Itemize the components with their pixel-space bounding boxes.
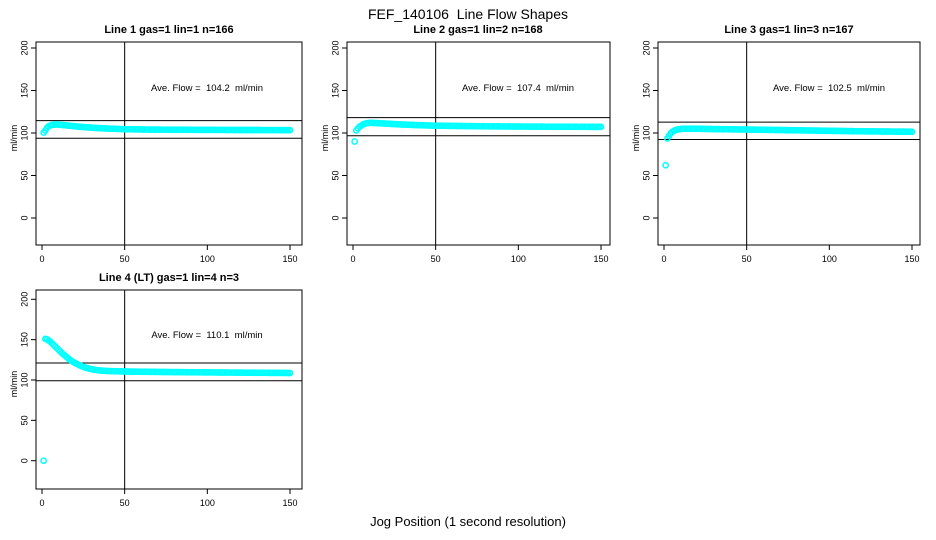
svg-text:0: 0: [19, 458, 29, 463]
svg-text:100: 100: [511, 254, 526, 264]
panel-line-2: 0 50 100 150 200 0 50 100 150 Line 2 gas=1 lin=2…: [312, 20, 624, 270]
svg-text:200: 200: [19, 292, 29, 307]
svg-text:150: 150: [282, 254, 297, 264]
svg-text:50: 50: [19, 170, 29, 180]
svg-text:50: 50: [19, 415, 29, 425]
panel-2-y-axis-label: ml/min: [320, 124, 330, 152]
panel-1-title: Line 1 gas=1 lin=1 n=166: [104, 24, 234, 36]
panel-4-y-axis-label: ml/min: [9, 370, 19, 398]
svg-text:0: 0: [39, 254, 44, 264]
svg-text:0: 0: [39, 498, 44, 508]
svg-text:0: 0: [19, 215, 29, 220]
svg-text:100: 100: [641, 125, 651, 140]
svg-text:100: 100: [200, 498, 215, 508]
svg-text:150: 150: [593, 254, 608, 264]
panel-line-4: 0 50 100 150 200 0 50 100 150 Line 4 (LT) gas=1 …: [0, 268, 312, 518]
svg-text:150: 150: [641, 83, 651, 98]
svg-text:50: 50: [641, 170, 651, 180]
svg-text:200: 200: [641, 40, 651, 55]
figure-x-axis-label: Jog Position (1 second resolution): [370, 514, 566, 529]
svg-text:50: 50: [120, 254, 130, 264]
panel-line-3: 0 50 100 150 200 0 50 100 150 Line 3 gas=1 lin=3…: [624, 20, 936, 270]
svg-text:200: 200: [330, 40, 340, 55]
panel-3-title: Line 3 gas=1 lin=3 n=167: [724, 24, 854, 36]
panel-line-1: 0 50 100 150 200 0 50 100 150 Line 1 gas=1 lin=1…: [0, 20, 312, 270]
panel-4-ave-flow-annotation: Ave. Flow = 110.1 ml/min: [151, 330, 263, 341]
panel-4-title: Line 4 (LT) gas=1 lin=4 n=3: [98, 272, 240, 284]
svg-text:100: 100: [822, 254, 837, 264]
svg-text:50: 50: [120, 498, 130, 508]
panel-2-ave-flow-annotation: Ave. Flow = 107.4 ml/min: [461, 83, 575, 94]
panel-4-plot-svg: 0 50 100 150 200 0 50 100 150: [19, 289, 303, 508]
panel-2-title: Line 2 gas=1 lin=2 n=168: [413, 24, 543, 36]
panel-3-ave-flow-annotation: Ave. Flow = 102.5 ml/min: [772, 83, 886, 94]
svg-text:150: 150: [330, 83, 340, 98]
svg-text:50: 50: [742, 254, 752, 264]
svg-text:100: 100: [19, 125, 29, 140]
figure-main-title: FEF_140106 Line Flow Shapes: [367, 6, 568, 22]
svg-text:150: 150: [19, 332, 29, 347]
panel-3-y-axis-label: ml/min: [631, 124, 641, 152]
svg-text:50: 50: [431, 254, 441, 264]
svg-text:0: 0: [641, 215, 651, 220]
panel-2-plot-svg: 0 50 100 150 200 0 50 100 150: [330, 40, 611, 264]
svg-text:0: 0: [661, 254, 666, 264]
svg-text:150: 150: [282, 498, 297, 508]
svg-text:200: 200: [19, 40, 29, 55]
svg-text:0: 0: [330, 215, 340, 220]
svg-text:100: 100: [200, 254, 215, 264]
svg-text:150: 150: [19, 83, 29, 98]
svg-text:100: 100: [330, 125, 340, 140]
panel-1-plot-svg: 0 50 100 150 200 0 50 100 150: [19, 40, 303, 264]
svg-text:150: 150: [904, 254, 919, 264]
svg-text:50: 50: [330, 170, 340, 180]
panel-3-plot-svg: 0 50 100 150 200 0 50 100 150: [641, 40, 921, 264]
panel-1-ave-flow-annotation: Ave. Flow = 104.2 ml/min: [150, 83, 264, 94]
panel-1-y-axis-label: ml/min: [9, 124, 19, 152]
svg-text:0: 0: [350, 254, 355, 264]
svg-text:100: 100: [19, 372, 29, 387]
